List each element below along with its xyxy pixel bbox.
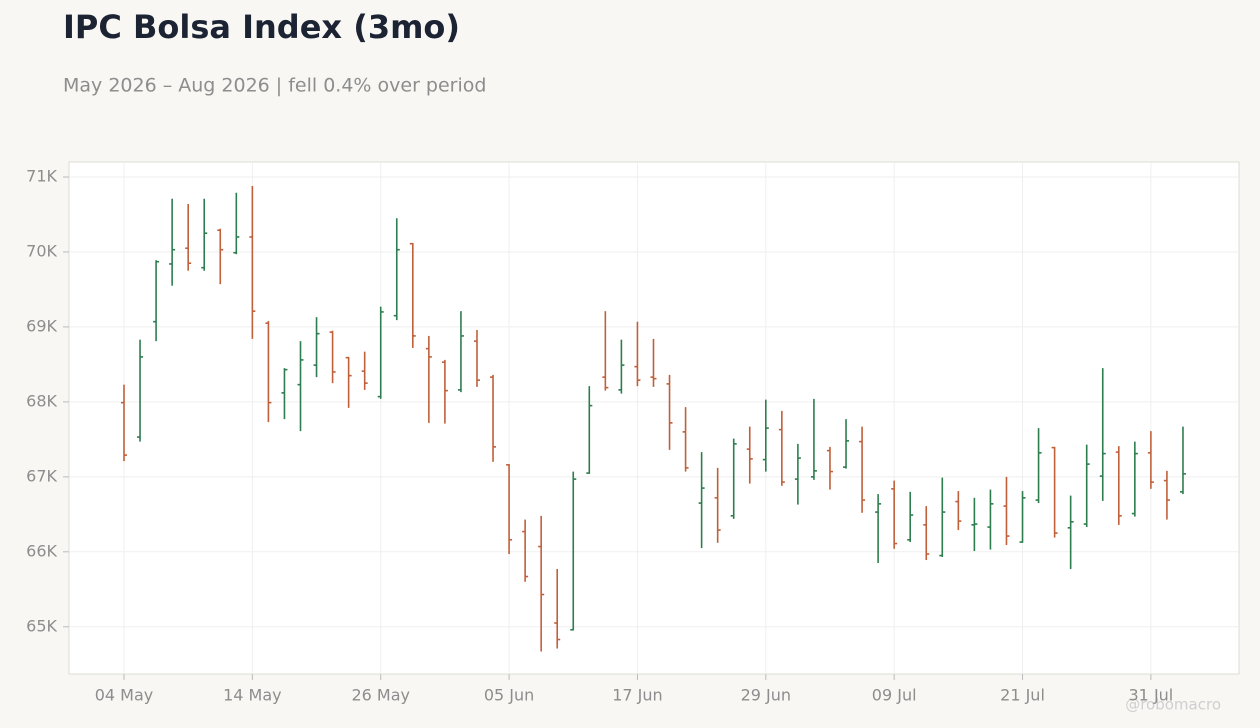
y-tick-label: 66K	[26, 541, 57, 560]
plot-area	[68, 161, 1240, 675]
x-tick-label: 17 Jun	[612, 686, 662, 705]
x-tick-label: 26 May	[351, 686, 410, 705]
chart-subtitle: May 2026 – Aug 2026 | fell 0.4% over per…	[63, 75, 486, 97]
x-tick-label: 31 Jul	[1129, 686, 1174, 705]
y-tick-label: 67K	[26, 466, 57, 485]
y-tick-label: 68K	[26, 391, 57, 410]
y-tick-label: 70K	[26, 241, 57, 260]
x-tick-label: 14 May	[223, 686, 282, 705]
x-tick-label: 05 Jun	[484, 686, 534, 705]
y-tick-label: 65K	[26, 616, 57, 635]
y-tick-label: 71K	[26, 166, 57, 185]
y-tick-label: 69K	[26, 316, 57, 335]
x-tick-label: 29 Jun	[741, 686, 791, 705]
watermark: @robomacro	[1125, 696, 1221, 714]
x-tick-label: 04 May	[95, 686, 154, 705]
chart-title: IPC Bolsa Index (3mo)	[63, 8, 460, 46]
x-tick-label: 21 Jul	[1000, 686, 1045, 705]
x-tick-label: 09 Jul	[872, 686, 917, 705]
